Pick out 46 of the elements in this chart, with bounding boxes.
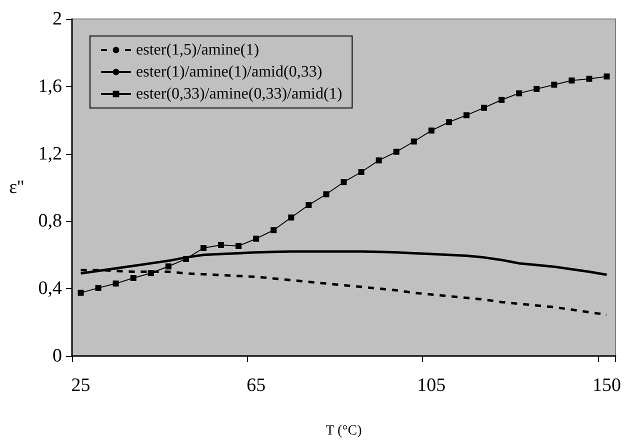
point	[498, 96, 505, 103]
point	[148, 270, 154, 276]
point	[130, 274, 136, 281]
point	[253, 236, 260, 242]
point	[428, 128, 434, 134]
y-tick-label: 0	[52, 346, 62, 366]
point	[376, 157, 382, 164]
y-tick-label: 0,4	[38, 278, 62, 300]
point	[586, 76, 592, 82]
point	[393, 148, 400, 155]
point	[516, 90, 522, 96]
legend-label: ester(1)/amine(1)/amid(0,33)	[136, 64, 322, 80]
point	[218, 242, 224, 248]
point	[604, 73, 610, 80]
legend-label: ester(0,33)/amine(0,33)/amid(1)	[136, 86, 342, 102]
point	[306, 202, 312, 208]
point	[182, 256, 189, 262]
point	[270, 227, 277, 234]
point	[340, 179, 347, 186]
point	[200, 244, 206, 251]
point	[78, 290, 84, 296]
point	[358, 169, 364, 175]
point	[551, 82, 558, 88]
point	[463, 112, 470, 118]
x-tick-label: 105	[417, 375, 446, 396]
point	[236, 242, 242, 249]
y-axis-title: ε''	[9, 177, 24, 198]
y-tick-label: 2	[52, 8, 62, 30]
x-tick-label: 65	[246, 375, 266, 396]
point	[410, 138, 417, 144]
y-tick-label: 1,6	[38, 76, 62, 97]
point	[112, 280, 119, 287]
point	[323, 191, 330, 198]
x-tick-label: 150	[592, 375, 622, 396]
x-axis-title: T (°C)	[326, 424, 362, 438]
x-tick-label: 25	[71, 375, 90, 396]
point	[481, 104, 488, 111]
point	[288, 214, 294, 220]
y-tick-label: 0,8	[38, 210, 62, 232]
point	[95, 284, 102, 291]
legend-label: ester(1,5)/amine(1)	[136, 42, 260, 58]
point	[534, 86, 540, 92]
y-tick-label: 1,2	[38, 143, 62, 164]
point	[165, 263, 172, 270]
point	[446, 119, 452, 126]
point	[568, 78, 575, 84]
